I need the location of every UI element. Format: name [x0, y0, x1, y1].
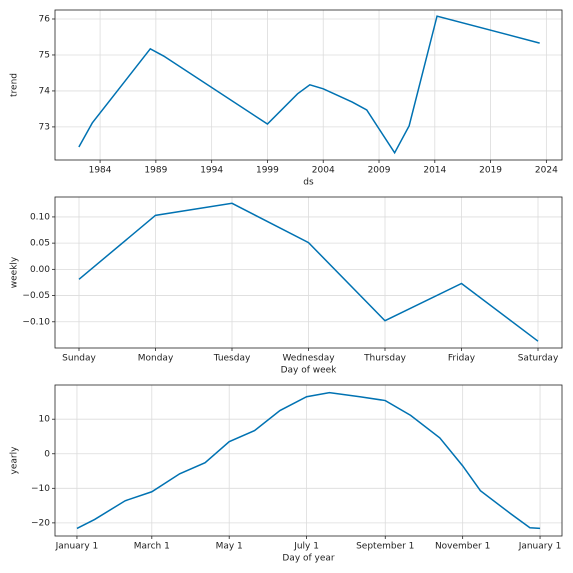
x-tick-label: January 1: [518, 542, 562, 552]
x-tick-label: 2009: [368, 166, 391, 176]
x-axis-label: Day of week: [281, 366, 338, 376]
y-tick-label: 73: [39, 122, 50, 132]
x-tick-label: Sunday: [62, 354, 96, 364]
y-tick-label: −0.10: [22, 317, 50, 327]
x-tick-label: May 1: [216, 542, 243, 552]
y-axis-label: yearly: [10, 446, 20, 475]
y-tick-label: 74: [39, 86, 51, 96]
x-axis-label: Day of year: [282, 554, 335, 564]
y-tick-label: 75: [39, 50, 50, 60]
x-tick-label: Friday: [448, 354, 476, 364]
y-tick-label: 0.00: [30, 265, 50, 275]
x-tick-label: Thursday: [363, 354, 407, 364]
y-tick-label: 0.05: [30, 239, 50, 249]
x-tick-label: 2024: [535, 166, 558, 176]
x-tick-label: January 1: [55, 542, 99, 552]
x-tick-label: July 1: [293, 542, 319, 552]
x-tick-label: 1989: [144, 166, 167, 176]
x-tick-label: 1984: [89, 166, 112, 176]
line-series: [78, 202, 539, 342]
y-tick-label: 0.10: [30, 212, 50, 222]
x-tick-label: November 1: [435, 542, 490, 552]
x-tick-label: 1994: [200, 166, 223, 176]
plot-frame: [54, 9, 563, 161]
line-series: [76, 391, 541, 530]
x-axis-label: ds: [303, 178, 314, 188]
y-axis-label: weekly: [10, 256, 20, 288]
y-tick-label: −10: [31, 484, 50, 494]
y-tick-label: 10: [39, 415, 51, 425]
x-tick-label: 2004: [312, 166, 335, 176]
x-tick-label: September 1: [356, 542, 414, 552]
x-tick-label: Tuesday: [213, 354, 251, 364]
x-tick-label: 1999: [256, 166, 279, 176]
plot-frame: [54, 196, 563, 349]
y-tick-label: −0.05: [22, 291, 50, 301]
line-series: [78, 15, 540, 155]
x-tick-label: 2019: [479, 166, 502, 176]
y-tick-label: −20: [31, 518, 50, 528]
x-tick-label: Wednesday: [282, 354, 335, 364]
y-axis-label: trend: [10, 73, 20, 97]
plot-frame: [54, 384, 563, 537]
x-tick-label: 2014: [423, 166, 446, 176]
y-tick-label: 0: [44, 449, 50, 459]
y-tick-label: 76: [39, 14, 51, 24]
x-tick-label: Saturday: [518, 354, 559, 364]
x-tick-label: March 1: [134, 542, 170, 552]
x-tick-label: Monday: [138, 354, 174, 364]
